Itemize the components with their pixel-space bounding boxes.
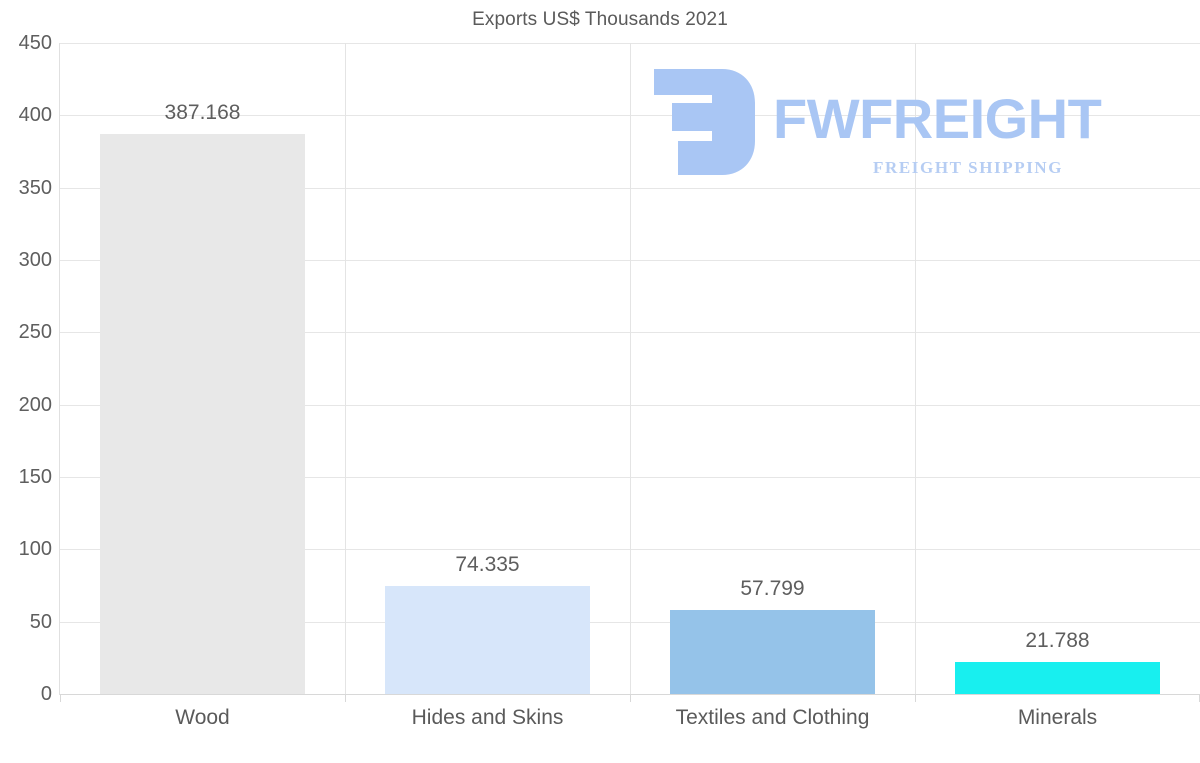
plot-area bbox=[60, 43, 1200, 695]
x-axis-category-label: Minerals bbox=[1017, 706, 1098, 729]
x-axis-tick bbox=[345, 694, 346, 702]
gridline-vertical bbox=[915, 43, 916, 694]
y-axis-tick-label: 50 bbox=[29, 610, 52, 633]
y-axis: 0 50 100 150 200 250 300 350 400 450 bbox=[0, 0, 52, 763]
x-axis-category-label: Textiles and Clothing bbox=[675, 706, 870, 729]
bar-textiles-and-clothing[interactable] bbox=[670, 610, 875, 694]
y-axis-tick-label: 100 bbox=[18, 538, 52, 561]
x-axis-tick bbox=[630, 694, 631, 702]
y-axis-tick-label: 350 bbox=[18, 176, 52, 199]
gridline-vertical bbox=[630, 43, 631, 694]
chart-title: Exports US$ Thousands 2021 bbox=[472, 9, 728, 30]
y-axis-tick-label: 300 bbox=[18, 249, 52, 271]
y-axis-tick-label: 200 bbox=[18, 393, 52, 416]
gridline-vertical bbox=[345, 43, 346, 694]
x-axis-category-label: Wood bbox=[175, 706, 230, 729]
x-axis-tick bbox=[915, 694, 916, 702]
bar-minerals[interactable] bbox=[955, 662, 1160, 694]
bar-hides-and-skins[interactable] bbox=[385, 586, 590, 694]
y-axis-tick-label: 450 bbox=[18, 32, 52, 54]
y-axis-tick-label: 150 bbox=[18, 466, 52, 488]
bar-value-label: 387.168 bbox=[164, 100, 241, 124]
y-axis-tick-label: 250 bbox=[18, 321, 52, 344]
bar-value-label: 21.788 bbox=[1025, 629, 1090, 653]
bar-value-label: 74.335 bbox=[455, 553, 520, 577]
bar-value-label: 57.799 bbox=[740, 577, 805, 601]
x-axis-category-label: Hides and Skins bbox=[411, 706, 564, 729]
y-axis-line bbox=[59, 43, 60, 695]
bar-wood[interactable] bbox=[100, 133, 305, 694]
y-axis-tick-label: 400 bbox=[18, 104, 52, 127]
y-axis-tick-label: 0 bbox=[40, 683, 52, 705]
x-axis-tick bbox=[60, 694, 61, 702]
